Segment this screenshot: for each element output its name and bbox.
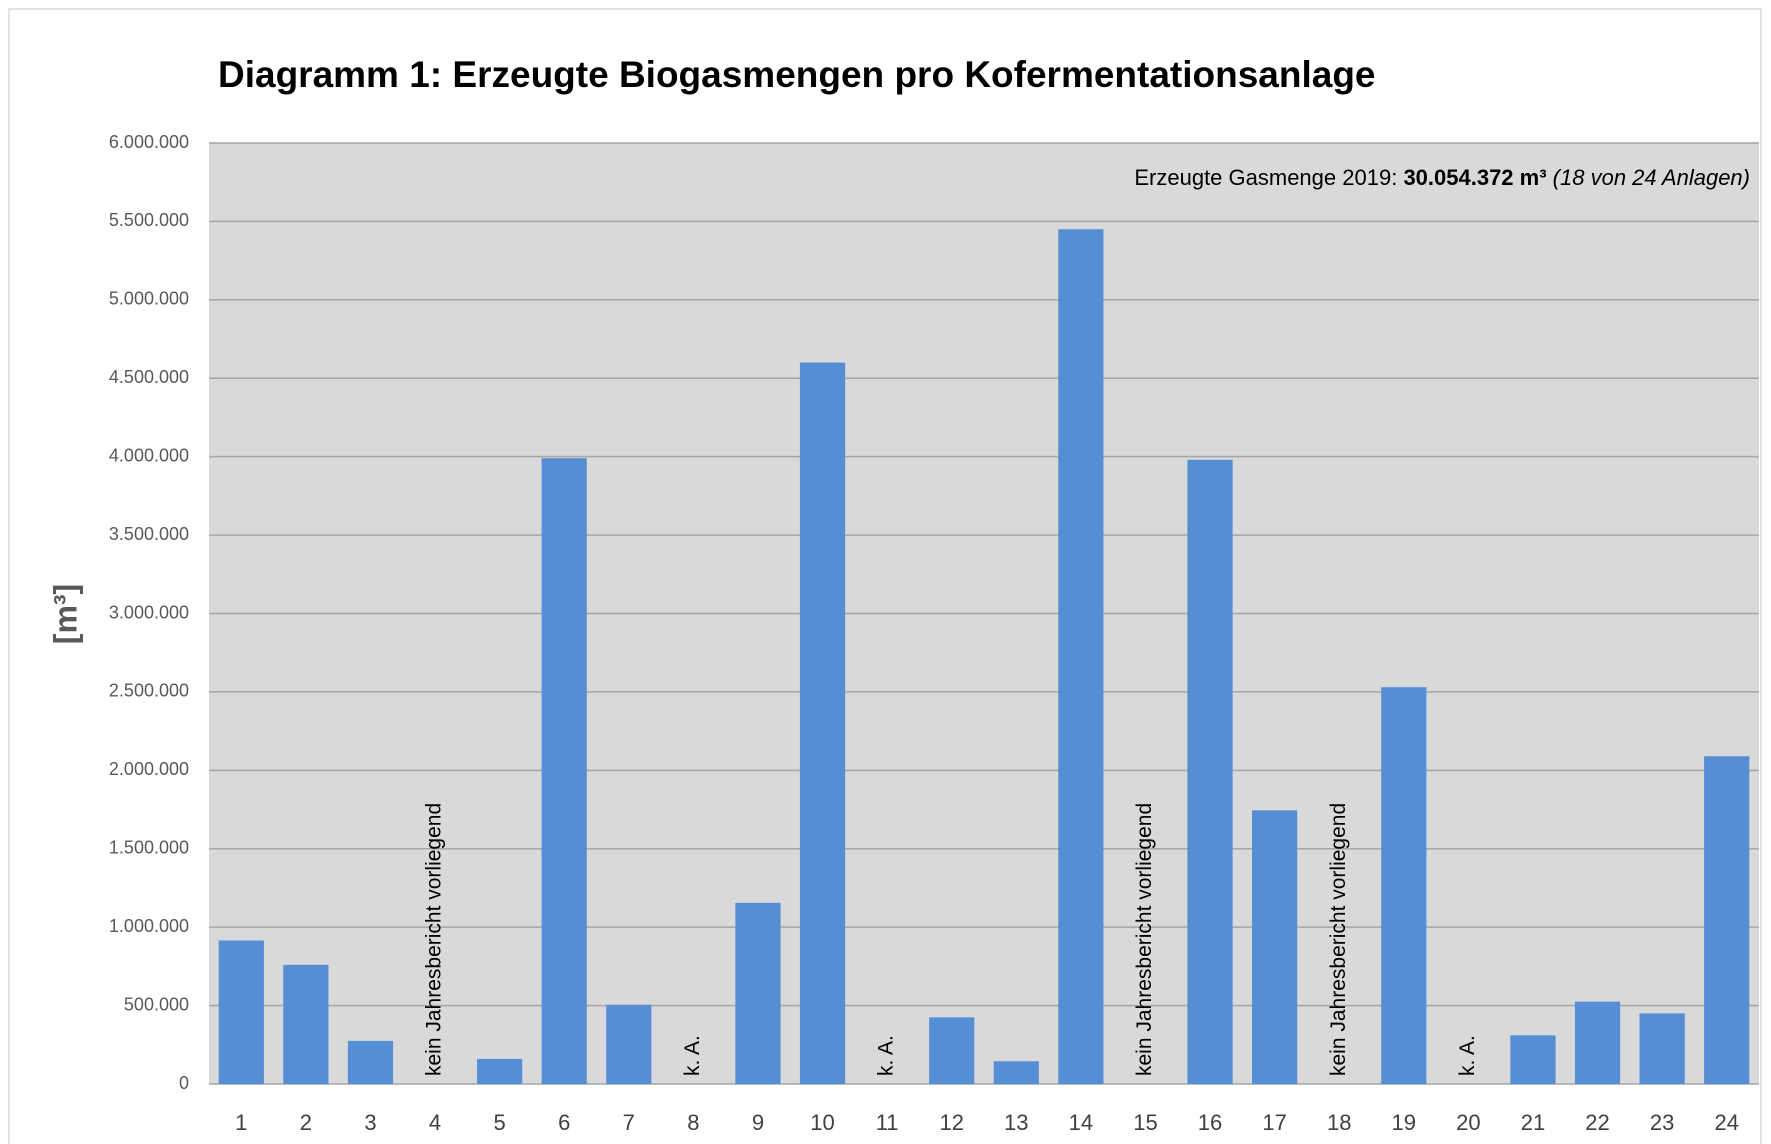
annotation-total: 30.054.372 m³ [1403, 165, 1546, 190]
x-tick-label: 13 [1004, 1110, 1028, 1135]
y-tick-label: 5.500.000 [109, 210, 189, 230]
bar [1187, 459, 1233, 1084]
x-tick-label: 3 [364, 1110, 376, 1135]
bar [541, 458, 587, 1084]
x-tick-label: 10 [810, 1110, 834, 1135]
bar [347, 1040, 394, 1084]
bar [477, 1058, 523, 1084]
x-tick-label: 5 [494, 1110, 506, 1135]
x-tick-label: 19 [1392, 1110, 1416, 1135]
x-tick-label: 9 [752, 1110, 764, 1135]
x-tick-label: 12 [939, 1110, 963, 1135]
bar [1639, 1013, 1685, 1084]
bar [1574, 1001, 1621, 1084]
x-tick-label: 23 [1650, 1110, 1674, 1135]
bar [283, 964, 329, 1084]
x-tick-label: 15 [1133, 1110, 1157, 1135]
x-tick-label: 22 [1585, 1110, 1609, 1135]
y-tick-label: 500.000 [124, 994, 189, 1014]
y-tick-label: 2.500.000 [109, 681, 189, 701]
x-tick-label: 16 [1198, 1110, 1222, 1135]
gap-label: kein Jahresbericht vorliegend [423, 803, 446, 1076]
y-tick-label: 0 [179, 1073, 189, 1093]
x-tick-label: 11 [876, 1110, 899, 1135]
y-tick-label: 6.000.000 [109, 132, 189, 152]
bar [1381, 687, 1427, 1084]
x-tick-label: 14 [1069, 1110, 1093, 1135]
gap-label: kein Jahresbericht vorliegend [1327, 803, 1350, 1076]
y-tick-label: 1.500.000 [109, 838, 189, 858]
x-tick-label: 1 [235, 1110, 247, 1135]
bar [606, 1004, 652, 1084]
bar [929, 1017, 975, 1084]
annotation-note: (18 von 24 Anlagen) [1553, 165, 1750, 190]
bar [799, 362, 846, 1085]
bar [1704, 756, 1750, 1084]
x-tick-label: 17 [1262, 1110, 1286, 1135]
bar [1510, 1035, 1556, 1084]
bar [993, 1061, 1039, 1084]
bar [1058, 229, 1104, 1085]
y-tick-label: 2.000.000 [109, 759, 189, 779]
annotation: Erzeugte Gasmenge 2019: 30.054.372 m³ (1… [1134, 165, 1750, 190]
x-tick-label: 2 [300, 1110, 312, 1135]
chart-title: Diagramm 1: Erzeugte Biogasmengen pro Ko… [218, 54, 1376, 95]
y-tick-label: 3.500.000 [109, 524, 189, 544]
x-tick-label: 18 [1327, 1110, 1351, 1135]
gap-label: k. A. [875, 1035, 898, 1076]
x-tick-label: 8 [687, 1110, 699, 1135]
bar [735, 902, 781, 1084]
gap-label: k. A. [681, 1035, 704, 1076]
y-tick-label: 3.000.000 [109, 602, 189, 622]
x-tick-label: 24 [1714, 1110, 1738, 1135]
gap-label: k. A. [1456, 1035, 1479, 1076]
annotation-text: Erzeugte Gasmenge 2019: [1134, 165, 1397, 190]
y-tick-label: 1.000.000 [109, 916, 189, 936]
x-tick-label: 4 [429, 1110, 441, 1135]
x-tick-label: 6 [558, 1110, 570, 1135]
bar [1252, 810, 1298, 1084]
x-tick-label: 7 [623, 1110, 635, 1135]
gap-label: kein Jahresbericht vorliegend [1133, 803, 1156, 1076]
y-tick-label: 4.500.000 [109, 367, 189, 387]
y-axis-label: [m³] [47, 584, 83, 644]
y-tick-label: 4.000.000 [109, 445, 189, 465]
y-tick-label: 5.000.000 [109, 289, 189, 309]
bar [218, 940, 264, 1084]
x-tick-label: 20 [1456, 1110, 1480, 1135]
x-tick-label: 21 [1521, 1110, 1545, 1135]
